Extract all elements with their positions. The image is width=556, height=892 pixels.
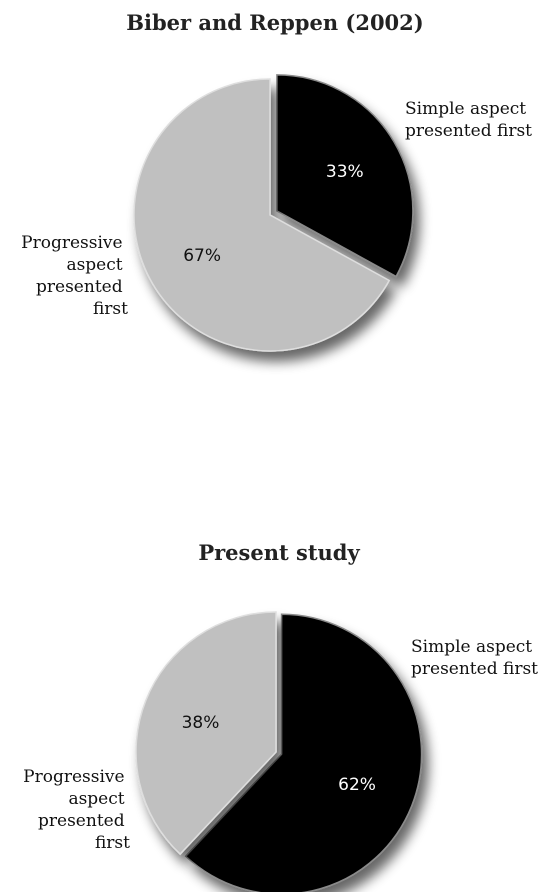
progressive-label-line: Progressive <box>21 233 122 253</box>
slice-value-label: 33% <box>326 162 364 182</box>
progressive-label-line: first <box>95 833 130 853</box>
progressive-aspect-label: Progressive aspect presented first <box>23 767 130 853</box>
slice-value-label: 38% <box>182 713 220 733</box>
pie-chart-present-study: Present study 62% 38% Simple aspect prese… <box>23 540 538 892</box>
pie-slice <box>184 613 423 892</box>
pie-chart-biber-reppen: Biber and Reppen (2002) 33% 67% Simple as… <box>21 10 532 352</box>
progressive-label-line: presented <box>38 811 125 831</box>
pie-slices: 62% 38% <box>135 611 423 892</box>
progressive-label-line: aspect <box>66 255 122 275</box>
pie-slice <box>133 78 391 352</box>
simple-label-line: presented first <box>405 121 532 141</box>
chart-title: Biber and Reppen (2002) <box>126 10 423 35</box>
simple-aspect-label: Simple aspect presented first <box>405 99 532 141</box>
simple-aspect-label: Simple aspect presented first <box>411 637 538 679</box>
pie-slices: 33% 67% <box>133 74 414 352</box>
simple-label-line: presented first <box>411 659 538 679</box>
chart-title: Present study <box>198 540 360 565</box>
simple-label-line: Simple aspect <box>405 99 526 119</box>
slice-value-label: 62% <box>338 775 376 795</box>
progressive-label-line: first <box>93 299 128 319</box>
progressive-label-line: presented <box>36 277 123 297</box>
slice-value-label: 67% <box>183 246 221 266</box>
simple-label-line: Simple aspect <box>411 637 532 657</box>
progressive-label-line: aspect <box>68 789 124 809</box>
pie-slice <box>276 74 414 278</box>
progressive-aspect-label: Progressive aspect presented first <box>21 233 128 319</box>
progressive-label-line: Progressive <box>23 767 124 787</box>
pie-slice <box>135 611 277 856</box>
